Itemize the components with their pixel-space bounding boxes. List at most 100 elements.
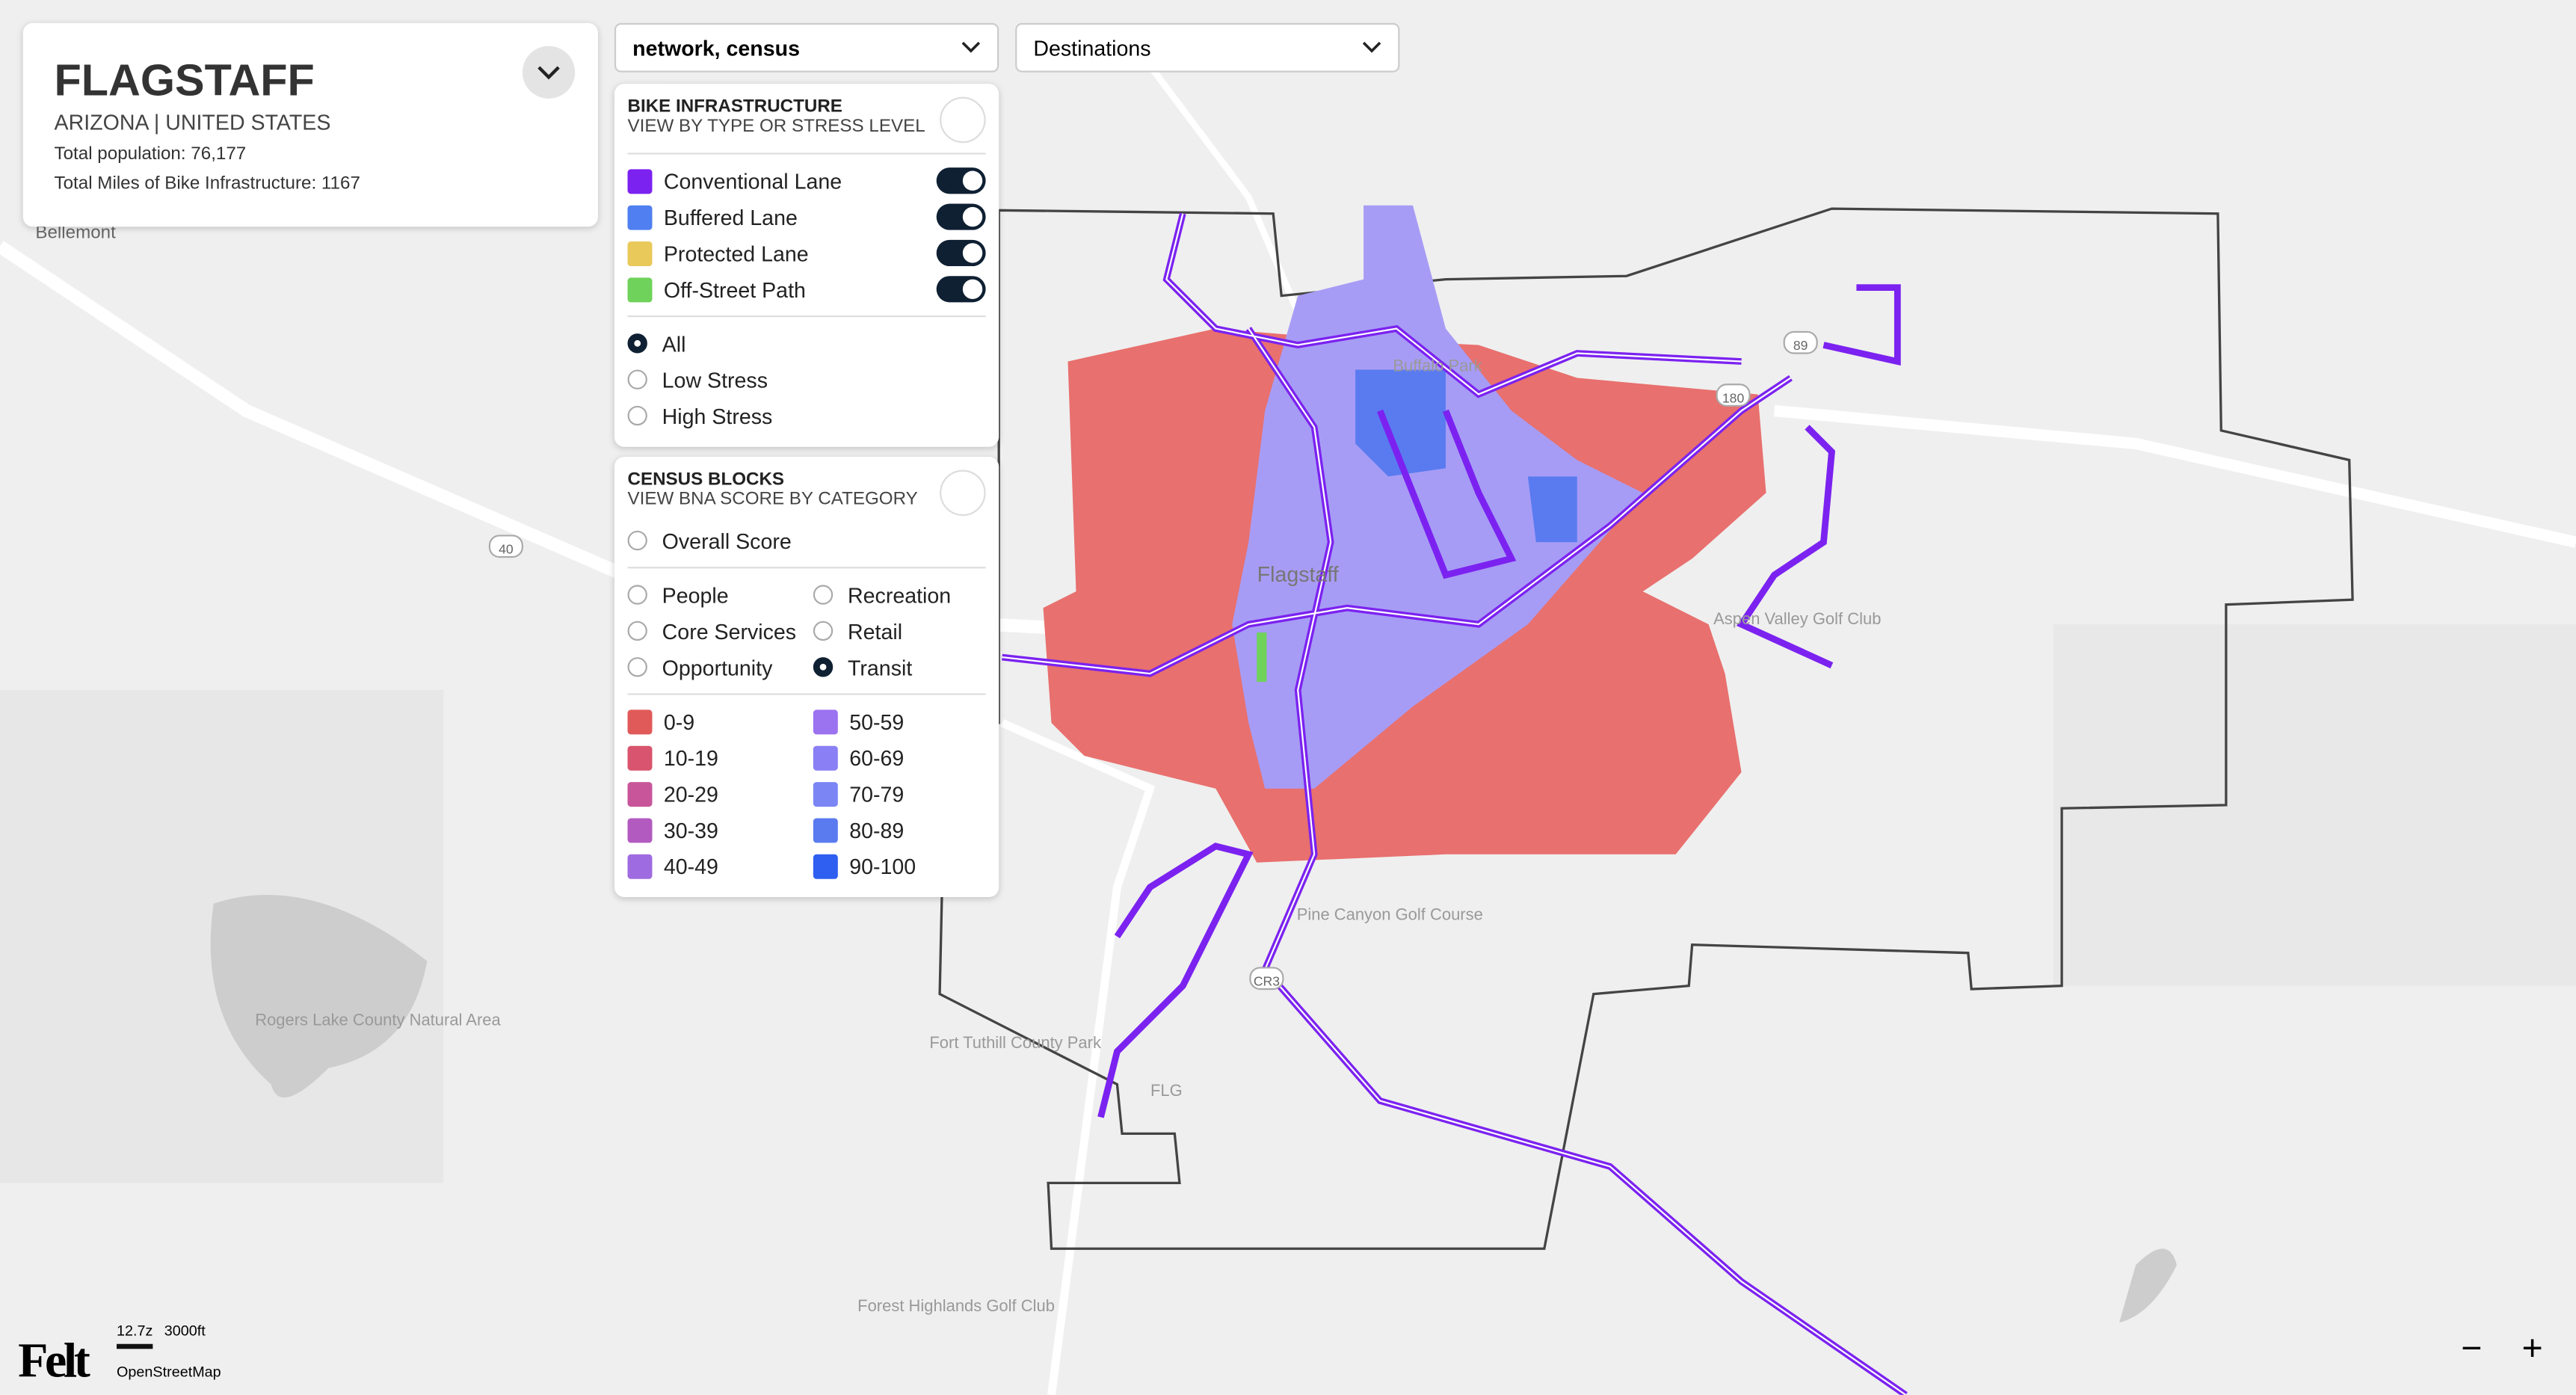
legend-item: 20-29 — [627, 775, 801, 811]
swatch — [627, 240, 653, 265]
radio-option[interactable]: Core Services — [627, 613, 801, 649]
legend-item: 50-59 — [813, 703, 986, 739]
swatch — [627, 709, 653, 734]
road-number: 40 — [499, 542, 514, 557]
label: Buffered Lane — [663, 204, 798, 230]
legend-item: 90-100 — [813, 848, 986, 884]
collapse-button[interactable] — [940, 469, 986, 517]
panel-subtitle: VIEW BY TYPE OR STRESS LEVEL — [627, 117, 925, 137]
road-shield — [1249, 967, 1284, 991]
label: Off-Street Path — [663, 277, 806, 302]
legend-item: 0-9 — [627, 703, 801, 739]
place-label: Aspen Valley Golf Club — [1713, 609, 1881, 628]
legend-item: 10-19 — [627, 739, 801, 775]
swatch — [627, 745, 653, 770]
place-label: Forest Highlands Golf Club — [857, 1296, 1055, 1315]
label: Core Services — [662, 618, 797, 644]
radio — [627, 369, 647, 389]
scale-bar — [117, 1343, 153, 1349]
label: 50-59 — [849, 709, 905, 734]
label: People — [662, 582, 729, 608]
attribution[interactable]: OpenStreetMap — [117, 1364, 221, 1381]
swatch — [813, 853, 838, 878]
destinations-dropdown[interactable]: Destinations — [1015, 22, 1400, 73]
layer-dropdown[interactable]: network, census — [614, 22, 999, 73]
road-number: 180 — [1722, 390, 1745, 405]
radio — [813, 585, 833, 605]
radio-option[interactable]: Retail — [813, 613, 986, 649]
label: 40-49 — [663, 853, 718, 878]
legend-item: 40-49 — [627, 848, 801, 884]
radio-option[interactable]: All — [627, 325, 986, 361]
radio — [627, 333, 647, 354]
label: All — [662, 330, 686, 356]
place-label: Fort Tuthill County Park — [929, 1033, 1102, 1052]
city-card: FLAGSTAFF ARIZONA | UNITED STATES Total … — [22, 22, 598, 227]
layer-row: Off-Street Path — [627, 271, 986, 307]
swatch — [627, 204, 653, 230]
radio — [627, 657, 647, 677]
zoom-level: 12.7z — [117, 1322, 153, 1340]
label: 60-69 — [849, 745, 905, 770]
road-shield — [1783, 330, 1818, 354]
swatch — [813, 745, 838, 770]
label: 80-89 — [849, 817, 905, 843]
city-region: ARIZONA | UNITED STATES — [54, 110, 331, 135]
dropdown-text: network, census — [632, 35, 801, 61]
label: 0-9 — [663, 709, 695, 734]
toggle[interactable] — [936, 276, 986, 303]
panel-title: CENSUS BLOCKS — [627, 469, 785, 490]
legend-item: 70-79 — [813, 775, 986, 811]
label: 90-100 — [849, 853, 916, 878]
layer-row: Buffered Lane — [627, 199, 986, 235]
zoom-in[interactable]: + — [2521, 1327, 2543, 1369]
layer-row: Protected Lane — [627, 235, 986, 271]
swatch — [813, 817, 838, 843]
place-label: Buffalo Park — [1393, 357, 1482, 375]
radio-option[interactable]: Recreation — [813, 576, 986, 612]
road-shield — [488, 535, 523, 558]
city-name: FLAGSTAFF — [54, 55, 315, 105]
radio — [627, 620, 647, 641]
swatch — [627, 853, 653, 878]
road-number: CR3 — [1254, 974, 1280, 989]
radio-option[interactable]: Transit — [813, 649, 986, 685]
radio-option[interactable]: Low Stress — [627, 361, 986, 397]
layer-row: Conventional Lane — [627, 163, 986, 199]
radio — [813, 657, 833, 677]
legend-item: 80-89 — [813, 812, 986, 848]
road-number: 89 — [1793, 338, 1808, 353]
place-label: Rogers Lake County Natural Area — [255, 1010, 501, 1029]
place-label: FLG — [1150, 1081, 1183, 1100]
label: Protected Lane — [663, 240, 809, 265]
bike-panel: BIKE INFRASTRUCTURE VIEW BY TYPE OR STRE… — [614, 84, 999, 447]
radio-option[interactable]: Overall Score — [627, 523, 986, 558]
panel-subtitle: VIEW BNA SCORE BY CATEGORY — [627, 489, 918, 510]
radio — [627, 405, 647, 426]
label: Opportunity — [662, 654, 773, 680]
label: 10-19 — [663, 745, 718, 770]
collapse-button[interactable] — [940, 96, 986, 144]
swatch — [813, 709, 838, 734]
expand-button[interactable] — [522, 46, 576, 99]
zoom-out[interactable]: − — [2461, 1327, 2483, 1369]
toggle[interactable] — [936, 167, 986, 194]
radio — [627, 530, 647, 551]
swatch — [813, 781, 838, 806]
radio-option[interactable]: High Stress — [627, 398, 986, 434]
label: Overall Score — [662, 528, 792, 553]
label: 70-79 — [849, 781, 905, 806]
census-panel: CENSUS BLOCKS VIEW BNA SCORE BY CATEGORY… — [614, 456, 999, 897]
label: Recreation — [848, 582, 952, 608]
population: Total population: 76,177 — [54, 144, 247, 164]
label: 30-39 — [663, 817, 718, 843]
label: Low Stress — [662, 367, 768, 392]
label: Retail — [848, 618, 903, 644]
toggle[interactable] — [936, 239, 986, 267]
label: Transit — [848, 654, 913, 680]
radio-option[interactable]: People — [627, 576, 801, 612]
toggle[interactable] — [936, 203, 986, 230]
radio-option[interactable]: Opportunity — [627, 649, 801, 685]
